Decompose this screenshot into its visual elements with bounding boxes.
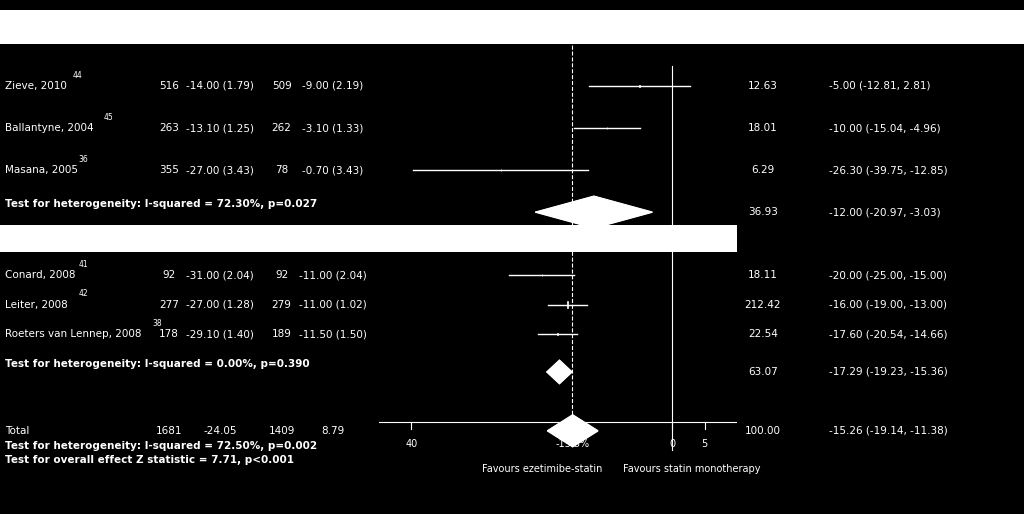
- FancyBboxPatch shape: [379, 10, 737, 44]
- Text: -20.00 (-25.00, -15.00): -20.00 (-25.00, -15.00): [829, 270, 947, 280]
- Text: -11.00 (1.02): -11.00 (1.02): [299, 300, 367, 309]
- Text: Test for heterogeneity: I-squared = 72.50%, p=0.002: Test for heterogeneity: I-squared = 72.5…: [5, 440, 317, 451]
- Text: -27.00 (1.28): -27.00 (1.28): [186, 300, 254, 309]
- Text: 262: 262: [271, 123, 292, 133]
- Text: 263: 263: [159, 123, 179, 133]
- Text: -29.10 (1.40): -29.10 (1.40): [186, 329, 254, 339]
- Text: 44: 44: [73, 71, 83, 80]
- Text: 92: 92: [163, 270, 175, 280]
- Text: Test for overall effect Z statistic = 7.71, p<0.001: Test for overall effect Z statistic = 7.…: [5, 455, 294, 465]
- Text: -27.00 (3.43): -27.00 (3.43): [186, 165, 254, 175]
- Text: 36.93: 36.93: [748, 207, 778, 217]
- Text: -5.00 (-12.81, 2.81): -5.00 (-12.81, 2.81): [829, 81, 931, 91]
- Text: -17.60 (-20.54, -14.66): -17.60 (-20.54, -14.66): [829, 329, 948, 339]
- Text: -16.00 (-19.00, -13.00): -16.00 (-19.00, -13.00): [829, 300, 947, 309]
- Text: -26.30 (-39.75, -12.85): -26.30 (-39.75, -12.85): [829, 165, 948, 175]
- Text: -12.00 (-20.97, -3.03): -12.00 (-20.97, -3.03): [829, 207, 941, 217]
- Text: 189: 189: [271, 329, 292, 339]
- Text: Conard, 2008: Conard, 2008: [5, 270, 76, 280]
- Text: 22.54: 22.54: [748, 329, 778, 339]
- Text: 277: 277: [159, 300, 179, 309]
- Text: -11.50 (1.50): -11.50 (1.50): [299, 329, 367, 339]
- Text: 18.01: 18.01: [748, 123, 778, 133]
- Text: -15.3%: -15.3%: [555, 439, 590, 449]
- Text: Favours statin monotherapy: Favours statin monotherapy: [623, 465, 761, 474]
- FancyBboxPatch shape: [379, 225, 737, 252]
- Text: -9.00 (2.19): -9.00 (2.19): [302, 81, 364, 91]
- Text: 45: 45: [103, 113, 114, 122]
- Text: 40: 40: [406, 439, 418, 449]
- Text: -14.00 (1.79): -14.00 (1.79): [186, 81, 254, 91]
- Text: Masana, 2005: Masana, 2005: [5, 165, 78, 175]
- Text: 6.29: 6.29: [752, 165, 774, 175]
- Text: 92: 92: [275, 270, 288, 280]
- Text: 509: 509: [271, 81, 292, 91]
- Text: Total: Total: [5, 426, 30, 436]
- Text: -24.05: -24.05: [204, 426, 237, 436]
- Text: 36: 36: [79, 155, 89, 164]
- Text: 1681: 1681: [156, 426, 182, 436]
- Text: 212.42: 212.42: [744, 300, 781, 309]
- Text: Test for heterogeneity: I-squared = 0.00%, p=0.390: Test for heterogeneity: I-squared = 0.00…: [5, 359, 309, 369]
- Polygon shape: [536, 196, 652, 228]
- Text: 42: 42: [79, 289, 88, 299]
- Text: -10.00 (-15.04, -4.96): -10.00 (-15.04, -4.96): [829, 123, 941, 133]
- Text: Roeters van Lennep, 2008: Roeters van Lennep, 2008: [5, 329, 141, 339]
- Text: -13.10 (1.25): -13.10 (1.25): [186, 123, 254, 133]
- Text: 41: 41: [79, 260, 88, 269]
- Text: 178: 178: [159, 329, 179, 339]
- Text: 5: 5: [701, 439, 708, 449]
- Text: 1409: 1409: [268, 426, 295, 436]
- Text: -3.10 (1.33): -3.10 (1.33): [302, 123, 364, 133]
- Text: 18.11: 18.11: [748, 270, 778, 280]
- Text: 279: 279: [271, 300, 292, 309]
- Text: 0: 0: [669, 439, 675, 449]
- Text: 78: 78: [275, 165, 288, 175]
- Text: -31.00 (2.04): -31.00 (2.04): [186, 270, 254, 280]
- Text: Ballantyne, 2004: Ballantyne, 2004: [5, 123, 94, 133]
- Polygon shape: [547, 360, 572, 384]
- Text: -17.29 (-19.23, -15.36): -17.29 (-19.23, -15.36): [829, 367, 948, 377]
- Text: 38: 38: [153, 319, 162, 328]
- Text: -15.26 (-19.14, -11.38): -15.26 (-19.14, -11.38): [829, 426, 948, 436]
- Text: 63.07: 63.07: [748, 367, 778, 377]
- Text: Leiter, 2008: Leiter, 2008: [5, 300, 68, 309]
- Text: 355: 355: [159, 165, 179, 175]
- Text: 12.63: 12.63: [748, 81, 778, 91]
- Text: Zieve, 2010: Zieve, 2010: [5, 81, 67, 91]
- Text: 516: 516: [159, 81, 179, 91]
- Text: -11.00 (2.04): -11.00 (2.04): [299, 270, 367, 280]
- Text: Favours ezetimibe-statin: Favours ezetimibe-statin: [481, 465, 602, 474]
- Text: 100.00: 100.00: [744, 426, 781, 436]
- Text: 8.79: 8.79: [322, 426, 344, 436]
- Text: Test for heterogeneity: I-squared = 72.30%, p=0.027: Test for heterogeneity: I-squared = 72.3…: [5, 199, 317, 209]
- Polygon shape: [548, 415, 598, 447]
- Text: -0.70 (3.43): -0.70 (3.43): [302, 165, 364, 175]
- Bar: [567, 301, 568, 308]
